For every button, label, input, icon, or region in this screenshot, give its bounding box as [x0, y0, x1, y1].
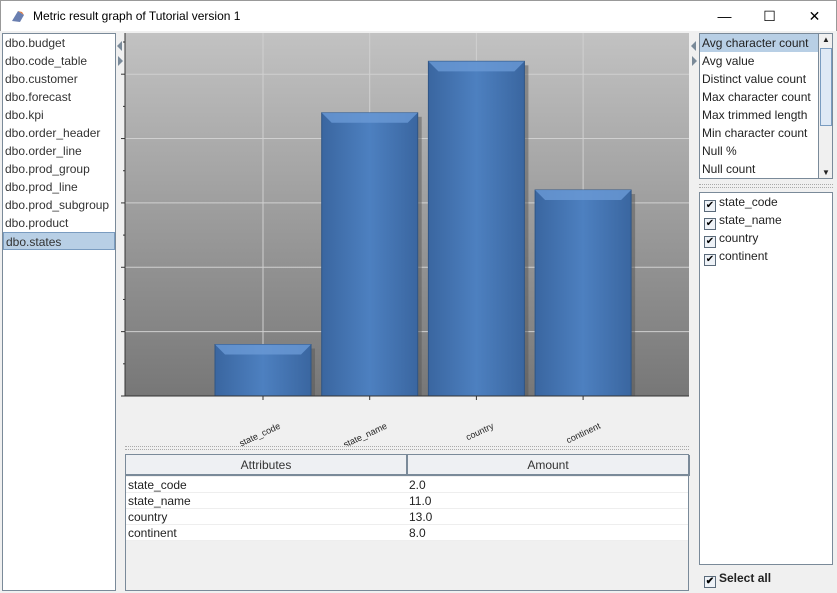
table-item[interactable]: dbo.order_header: [5, 126, 101, 140]
table-item[interactable]: dbo.prod_group: [5, 162, 90, 176]
checkbox-icon[interactable]: ✔: [704, 218, 716, 230]
cell-amount: 8.0: [409, 526, 426, 540]
column-checklist: ✔ state_code ✔ state_name ✔ country ✔ continent: [699, 192, 833, 565]
bar-chart: 02.557.51012.5state_codestate_namecountr…: [121, 33, 689, 446]
minimize-button[interactable]: —: [717, 8, 732, 24]
column-label: country: [719, 231, 759, 245]
scroll-down-icon[interactable]: ▼: [822, 168, 830, 177]
column-label: continent: [719, 249, 768, 263]
expand-right-arrow-icon[interactable]: [692, 56, 697, 66]
column-item[interactable]: ✔ country: [700, 229, 832, 248]
table-row[interactable]: state_name 11.0: [126, 493, 688, 509]
metric-list[interactable]: Avg character count Avg value Distinct val…: [699, 33, 833, 179]
x-tick-label: state_name: [342, 421, 389, 446]
bar-bevel: [321, 112, 418, 123]
bar-state_name[interactable]: [321, 112, 419, 397]
header-amount[interactable]: Amount: [408, 455, 690, 476]
metric-item[interactable]: Distinct value count: [702, 72, 807, 86]
bar-bevel: [428, 61, 525, 72]
collapse-left-arrow-icon[interactable]: [117, 41, 122, 51]
scroll-thumb[interactable]: [820, 48, 832, 126]
table-item[interactable]: dbo.order_line: [5, 144, 82, 158]
bar-bevel: [215, 344, 311, 355]
title-bar: Metric result graph of Tutorial version …: [0, 0, 837, 31]
select-all-checkbox[interactable]: ✔ Select all: [704, 571, 771, 588]
table-item[interactable]: dbo.budget: [5, 36, 66, 50]
metric-item[interactable]: Avg value: [702, 54, 755, 68]
metric-item[interactable]: Avg character count: [700, 34, 832, 52]
checkbox-icon[interactable]: ✔: [704, 200, 716, 212]
metric-item[interactable]: Max trimmed length: [702, 108, 808, 122]
table-item[interactable]: dbo.kpi: [5, 108, 44, 122]
x-tick-label: country: [464, 421, 495, 443]
cell-attribute: continent: [128, 526, 177, 540]
cell-attribute: state_name: [128, 494, 191, 508]
table-item[interactable]: dbo.forecast: [5, 90, 72, 104]
column-item[interactable]: ✔ state_name: [700, 211, 832, 230]
table-item[interactable]: dbo.product: [5, 216, 69, 230]
cell-amount: 2.0: [409, 478, 426, 492]
bar-country[interactable]: [427, 60, 525, 397]
close-button[interactable]: ✕: [808, 8, 821, 24]
cell-attribute: state_code: [128, 478, 187, 492]
app-icon: [12, 11, 24, 22]
metric-scrollbar[interactable]: ▲ ▼: [818, 33, 833, 179]
bar-bevel: [535, 190, 632, 201]
expand-right-arrow-icon[interactable]: [118, 56, 123, 66]
bar-continent[interactable]: [534, 189, 632, 397]
column-item[interactable]: ✔ continent: [700, 247, 832, 266]
result-table: Attributes Amount state_code 2.0 state_nam…: [125, 454, 690, 591]
metric-item[interactable]: Null count: [702, 162, 756, 176]
table-item[interactable]: dbo.prod_subgroup: [5, 198, 110, 212]
table-item[interactable]: dbo.prod_line: [5, 180, 78, 194]
table-item[interactable]: dbo.states: [3, 232, 115, 250]
select-all-label: Select all: [719, 571, 772, 585]
cell-attribute: country: [128, 510, 168, 524]
maximize-button[interactable]: ☐: [763, 8, 776, 24]
table-row[interactable]: country 13.0: [126, 509, 688, 525]
window-title: Metric result graph of Tutorial version …: [33, 9, 241, 23]
x-tick-label: state_code: [238, 421, 282, 446]
table-row[interactable]: continent 8.0: [126, 525, 688, 541]
scroll-up-icon[interactable]: ▲: [822, 35, 830, 44]
column-label: state_code: [719, 195, 778, 209]
metric-item[interactable]: Null %: [702, 144, 737, 158]
table-item[interactable]: dbo.code_table: [5, 54, 88, 68]
splitter[interactable]: [699, 184, 833, 188]
column-item[interactable]: ✔ state_code: [700, 193, 832, 212]
cell-amount: 11.0: [409, 494, 432, 508]
table-item[interactable]: dbo.customer: [5, 72, 78, 86]
checkbox-icon[interactable]: ✔: [704, 254, 716, 266]
table-row[interactable]: state_code 2.0: [126, 477, 688, 493]
cell-amount: 13.0: [409, 510, 433, 524]
metric-item[interactable]: Max character count: [702, 90, 811, 104]
x-tick-label: continent: [565, 421, 603, 446]
collapse-left-arrow-icon[interactable]: [691, 41, 696, 51]
checkbox-icon[interactable]: ✔: [704, 236, 716, 248]
splitter[interactable]: [125, 446, 689, 450]
table-list[interactable]: dbo.budget dbo.code_table dbo.customer dbo.…: [2, 33, 116, 591]
metric-item[interactable]: Min character count: [702, 126, 808, 140]
header-attributes[interactable]: Attributes: [126, 455, 408, 476]
column-label: state_name: [719, 213, 782, 227]
checkbox-icon: ✔: [704, 576, 716, 588]
